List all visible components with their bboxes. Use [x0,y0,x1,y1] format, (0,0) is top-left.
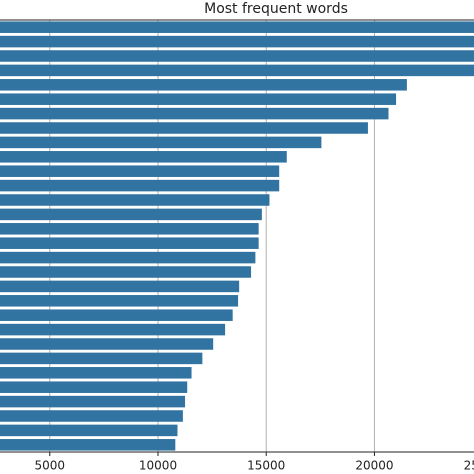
bar [0,424,178,437]
bar [0,21,474,33]
bar [0,208,262,221]
bar [0,338,214,350]
bar [0,237,259,249]
x-tick-label: 25000 [464,459,474,473]
x-tick-label: 20000 [355,459,393,473]
bar [0,251,256,264]
bar [0,136,322,149]
bar [0,165,280,177]
bar [0,151,287,163]
bar [0,179,280,192]
x-tick-label: 5000 [35,459,66,473]
bar [0,381,188,393]
bar [0,194,270,206]
chart-title: Most frequent words [204,1,348,17]
bar [0,266,252,278]
bar [0,309,233,321]
x-tick-label: 10000 [139,459,177,473]
bar [0,35,474,48]
bar [0,410,183,422]
bar [0,50,474,62]
bar [0,439,176,451]
bar [0,107,389,120]
bar [0,64,474,77]
bar [0,223,259,235]
bar [0,280,240,293]
bar [0,323,226,336]
x-tick-label: 15000 [247,459,285,473]
bar [0,93,397,105]
bar [0,395,186,408]
bar [0,79,407,91]
bar [0,122,368,134]
bar [0,352,203,365]
bar [0,295,239,307]
bar [0,367,192,379]
